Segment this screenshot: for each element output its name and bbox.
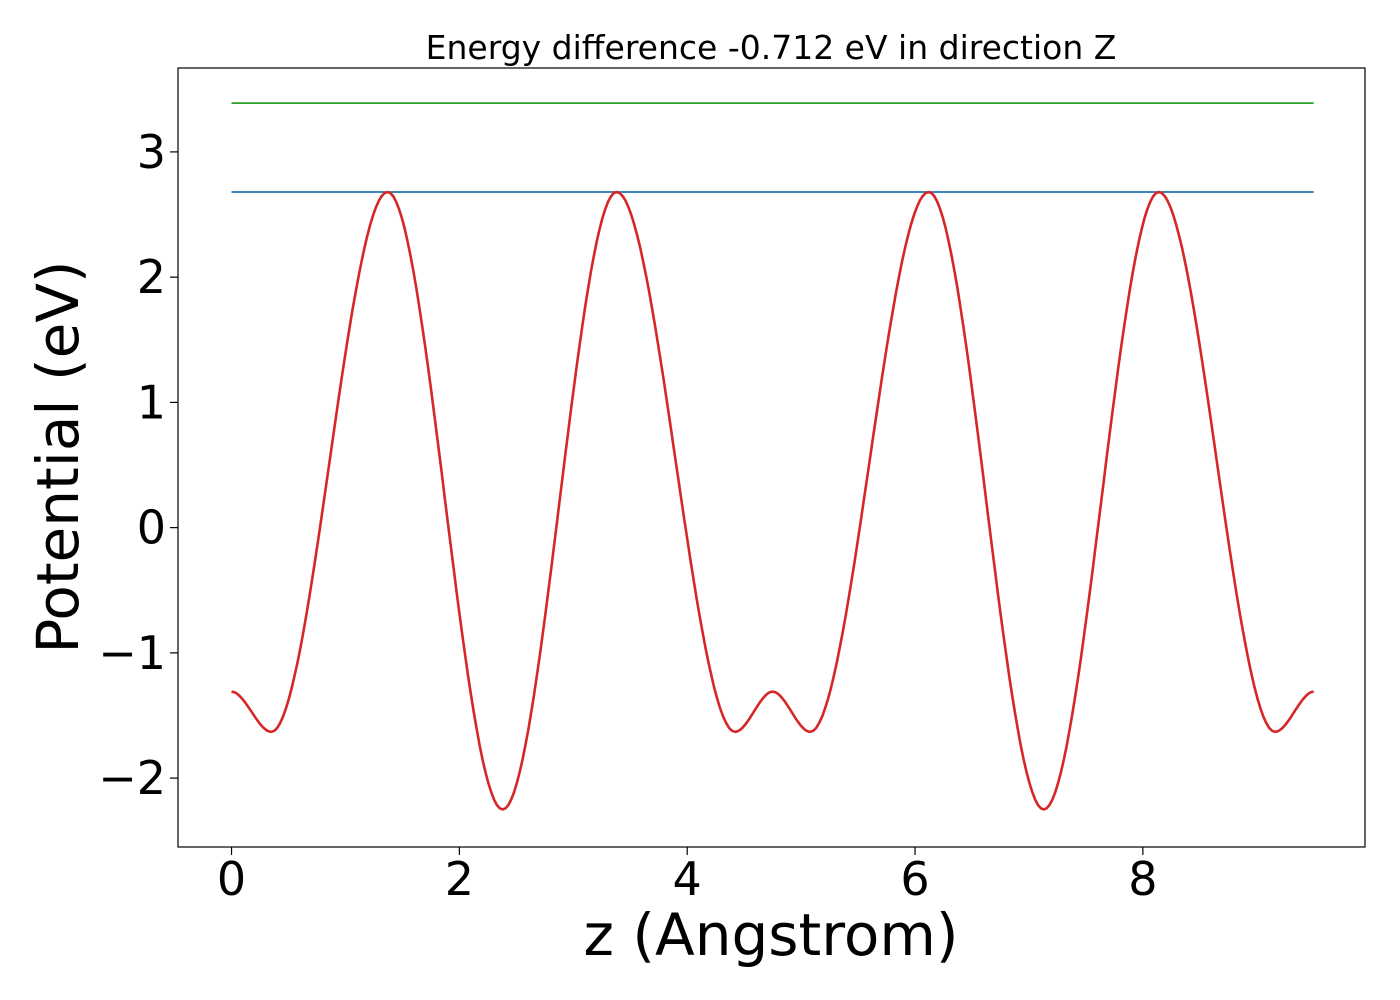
series-layer bbox=[231, 102, 1315, 811]
y-tick-label: 3 bbox=[137, 125, 166, 179]
y-tick-label: 0 bbox=[137, 501, 166, 555]
x-axis: 0 2 4 6 8 bbox=[217, 847, 1158, 906]
x-axis-label: z (Angstrom) bbox=[584, 901, 959, 969]
x-tick-label: 2 bbox=[445, 852, 474, 906]
series-line-1 bbox=[231, 190, 1315, 811]
x-tick-label: 8 bbox=[1128, 852, 1157, 906]
y-tick-label: 1 bbox=[137, 375, 166, 429]
x-tick-label: 4 bbox=[673, 852, 702, 906]
plot-frame bbox=[177, 67, 1366, 848]
y-axis-label: Potential (eV) bbox=[24, 260, 92, 653]
x-tick-label: 0 bbox=[217, 852, 246, 906]
x-tick-label: 6 bbox=[900, 852, 929, 906]
y-axis: −2 −1 0 1 2 3 bbox=[98, 125, 178, 805]
chart-title: Energy difference -0.712 eV in direction… bbox=[426, 28, 1117, 67]
y-tick-label: 2 bbox=[137, 250, 166, 304]
y-tick-label: −1 bbox=[98, 626, 166, 680]
y-tick-label: −2 bbox=[98, 751, 166, 805]
